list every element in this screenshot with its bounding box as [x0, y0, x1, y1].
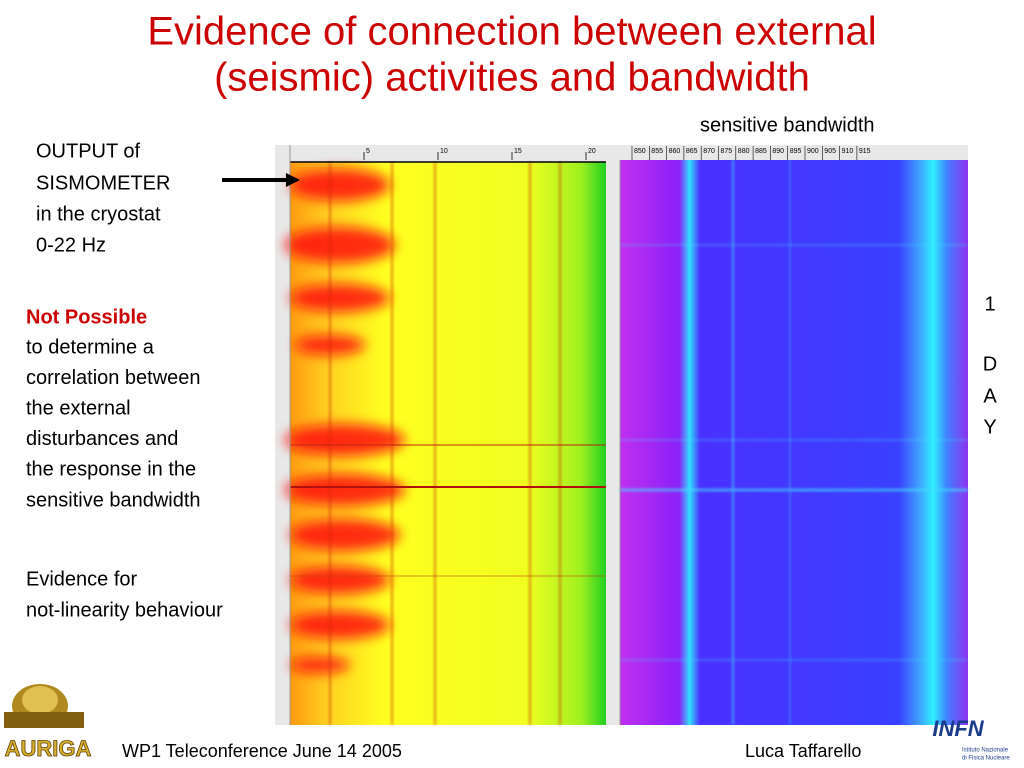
tick-label: 915	[859, 148, 871, 155]
note-line: the external	[26, 397, 131, 419]
tick-label: 850	[634, 148, 646, 155]
tick-label: 880	[738, 148, 750, 155]
caption: sensitive bandwidth	[700, 114, 875, 136]
title-line: Evidence of connection between external	[147, 10, 876, 54]
tick-label: 860	[669, 148, 681, 155]
day-label: 1 DAY	[983, 293, 998, 438]
bandwidth-spectrogram	[606, 145, 968, 725]
auriga-text: AURIGA	[5, 736, 92, 761]
axis-labels: 5 10 15 20 850 855 860 865 870 875 880 885 890 895 900…	[363, 146, 871, 160]
day-letter: Y	[983, 416, 996, 438]
tick-label: 895	[790, 148, 802, 155]
day-letter: D	[983, 353, 997, 375]
note-line: sensitive bandwidth	[26, 489, 201, 511]
tick-label: 890	[772, 148, 784, 155]
day-letter: A	[983, 385, 997, 407]
label-line: SISMOMETER	[36, 172, 170, 194]
label-line: in the cryostat	[36, 203, 161, 225]
tick-label: 5	[366, 148, 370, 155]
tick-label: 885	[755, 148, 767, 155]
tick-label: 905	[824, 148, 836, 155]
note-line: to determine a	[26, 336, 155, 358]
evidence-line: Evidence for	[26, 568, 138, 590]
tick-label: 855	[651, 148, 663, 155]
tick-label: 865	[686, 148, 698, 155]
note-highlight: Not Possible	[26, 306, 147, 328]
infn-name: Istituto Nazionale	[962, 748, 1009, 754]
tick-label: 870	[703, 148, 715, 155]
footer-left: WP1 Teleconference June 14 2005	[122, 741, 402, 761]
footer-right: Luca Taffarello	[745, 741, 861, 761]
note: to determine a correlation between the ext…	[26, 336, 201, 511]
arrow	[222, 173, 300, 187]
auriga-logo: AURIGA	[4, 684, 92, 761]
tick-label: 900	[807, 148, 819, 155]
note-line: the response in the	[26, 459, 196, 481]
seismometer-spectrogram	[275, 145, 606, 725]
note-line: correlation between	[26, 367, 201, 389]
infn-name: di Fisica Nucleare	[962, 756, 1010, 762]
tick-label: 20	[588, 148, 596, 155]
tick-label: 910	[842, 148, 854, 155]
day-letter: 1	[984, 293, 995, 315]
note-line: disturbances and	[26, 428, 178, 450]
tick-label: 875	[721, 148, 733, 155]
title-line: (seismic) activities and bandwidth	[214, 56, 810, 100]
evidence-line: not-linearity behaviour	[26, 599, 223, 621]
tick-label: 10	[440, 148, 448, 155]
label-line: 0-22 Hz	[36, 234, 106, 256]
infn-logo: INFN Istituto Nazionale di Fisica Nuclea…	[932, 716, 1010, 762]
tick-label: 15	[514, 148, 522, 155]
infn-text: INFN	[932, 716, 984, 741]
label-line: OUTPUT of	[36, 140, 141, 162]
